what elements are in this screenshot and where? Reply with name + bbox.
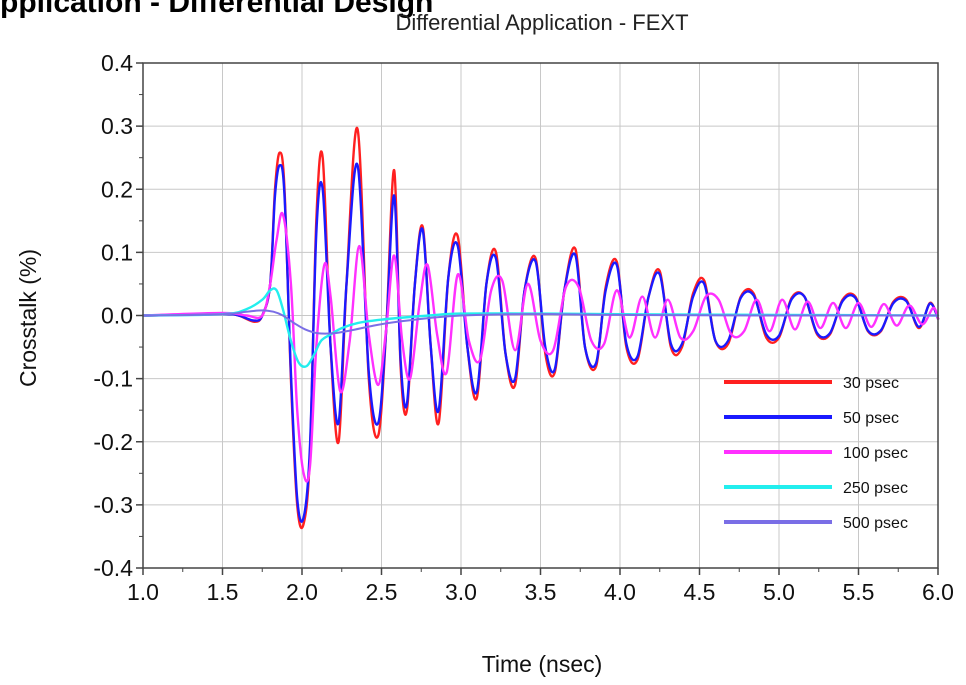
y-tick-label: -0.3	[93, 492, 133, 518]
legend-label: 250 psec	[843, 480, 908, 497]
x-tick-label: 2.0	[286, 579, 318, 605]
y-tick-label: 0.2	[101, 176, 133, 202]
top-heading-fragment: pplication - Differential Design	[0, 0, 434, 19]
x-tick-label: 5.0	[763, 579, 795, 605]
y-tick-label: 0.4	[101, 50, 133, 76]
y-axis-label: Crosstalk (%)	[15, 249, 41, 387]
x-tick-label: 2.5	[366, 579, 398, 605]
legend: 30 psec 50 psec 100 psec 250 psec 500 psec	[724, 375, 908, 532]
y-tick-label: -0.4	[93, 555, 133, 581]
series-line-50-psec	[141, 162, 940, 523]
legend-label: 30 psec	[843, 375, 899, 392]
x-tick-label: 1.5	[207, 579, 239, 605]
legend-label: 50 psec	[843, 410, 899, 427]
y-tick-label: -0.2	[93, 429, 133, 455]
x-axis-label: Time (nsec)	[482, 651, 603, 677]
y-tick-label: 0.1	[101, 239, 133, 265]
x-tick-label: 4.5	[684, 579, 716, 605]
x-tick-label: 5.5	[843, 579, 875, 605]
legend-label: 500 psec	[843, 515, 908, 532]
x-tick-label: 3.5	[525, 579, 557, 605]
series-lines	[141, 126, 940, 530]
y-tick-label: 0.3	[101, 113, 133, 139]
y-tick-label: 0.0	[101, 303, 133, 329]
series-line-500-psec	[142, 309, 939, 335]
x-tick-label: 1.0	[127, 579, 159, 605]
legend-label: 100 psec	[843, 445, 908, 462]
axis-ticks: 1.0 1.5 2.0 2.5 3.0 3.5 4.0 4.5 5.0 5.5 6.0 0.4 0.3 0…	[93, 50, 954, 605]
x-tick-label: 6.0	[922, 579, 954, 605]
x-tick-label: 3.0	[445, 579, 477, 605]
x-tick-label: 4.0	[604, 579, 636, 605]
chart-title: Differential Application - FEXT	[395, 10, 688, 35]
y-tick-label: -0.1	[93, 366, 133, 392]
